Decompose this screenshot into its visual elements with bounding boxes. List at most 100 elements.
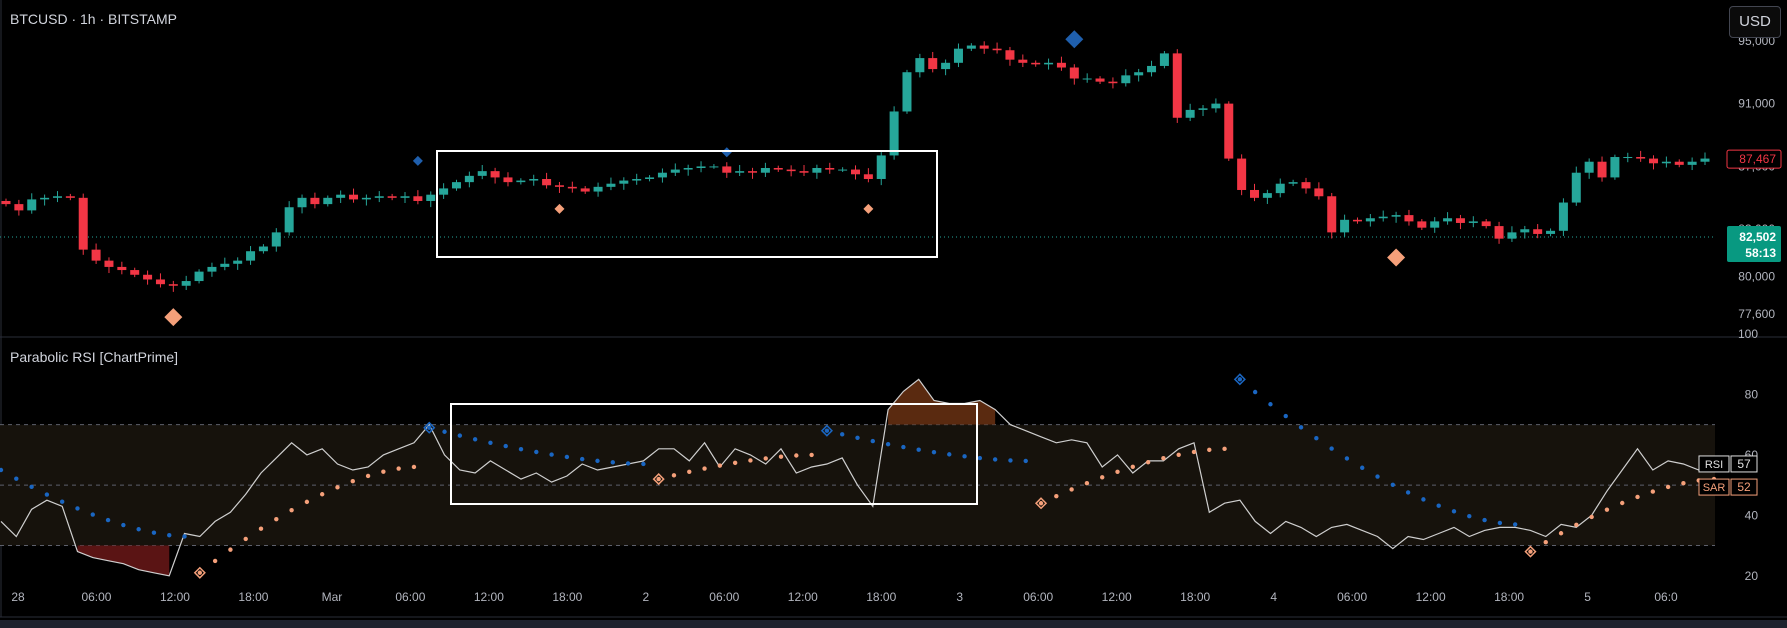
- sar-dot: [534, 449, 539, 455]
- sar-dot: [931, 449, 937, 455]
- time-tick-label: 5: [1584, 590, 1591, 604]
- sar-dot: [1574, 522, 1579, 528]
- rsi-tick-label: 40: [1745, 508, 1759, 522]
- series-name-tag: [1698, 455, 1730, 473]
- candle-body: [284, 207, 294, 233]
- indicator-title: Parabolic RSI [ChartPrime]: [10, 349, 179, 365]
- sar-dot: [136, 527, 141, 532]
- sar-dot: [381, 469, 386, 474]
- sar-dot: [75, 506, 80, 511]
- sar-dot: [1344, 456, 1350, 461]
- candle: [117, 261, 127, 275]
- candle: [271, 228, 281, 252]
- candle-body: [606, 183, 616, 187]
- candle: [1056, 56, 1066, 71]
- candle: [1571, 166, 1581, 206]
- candle: [464, 171, 474, 188]
- price-pane[interactable]: [0, 30, 1715, 327]
- candle: [1649, 155, 1659, 170]
- candle-body: [1674, 161, 1684, 165]
- candle-body: [1262, 193, 1272, 198]
- sar-dot: [274, 516, 279, 522]
- sell-signal-marker: [1065, 30, 1084, 49]
- candle-body: [825, 168, 835, 170]
- sar-dot: [151, 530, 157, 535]
- sar-dot: [1436, 503, 1441, 508]
- candle: [979, 41, 989, 54]
- candle-body: [155, 279, 165, 285]
- candle: [194, 269, 204, 284]
- time-tick-label: 3: [956, 590, 963, 604]
- candle: [863, 168, 873, 183]
- sar-dot: [365, 473, 371, 479]
- time-tick-label: 06:0: [1654, 590, 1678, 604]
- candle: [1134, 68, 1144, 82]
- candle: [1172, 49, 1182, 123]
- sar-dot: [916, 447, 921, 452]
- candle: [1365, 214, 1375, 227]
- sar-dot: [564, 454, 570, 460]
- currency-button[interactable]: USD: [1729, 6, 1781, 38]
- candle: [1198, 105, 1208, 117]
- candle: [1262, 189, 1272, 204]
- candle-body: [40, 197, 50, 200]
- candle-body: [773, 168, 783, 170]
- candle: [1250, 183, 1260, 202]
- sar-dot: [748, 458, 753, 463]
- candle-body: [542, 178, 552, 186]
- candle-body: [1404, 215, 1414, 222]
- sell-rsi-signal-dot: [427, 426, 431, 430]
- candle-body: [812, 168, 822, 173]
- series-name-tag: [1698, 478, 1730, 496]
- time-tick-label: 28: [11, 590, 25, 604]
- candle: [760, 162, 770, 177]
- buy-rsi-signal-dot: [198, 571, 202, 575]
- candle: [735, 165, 745, 177]
- candle-body: [1275, 183, 1285, 194]
- candle-body: [78, 197, 88, 250]
- sar-dot: [901, 444, 906, 450]
- sar-dot: [442, 429, 447, 434]
- oversold-fill: [77, 545, 170, 576]
- candle-body: [1134, 72, 1144, 76]
- candle-body: [336, 194, 346, 198]
- candle: [851, 165, 860, 180]
- time-tick-label: 12:00: [474, 590, 504, 604]
- sar-dot: [1252, 389, 1258, 395]
- candle: [27, 193, 37, 214]
- candle: [413, 190, 423, 205]
- candle-body: [361, 197, 371, 200]
- candle: [181, 275, 191, 290]
- rsi-pane[interactable]: [0, 373, 1717, 579]
- candle: [606, 177, 616, 191]
- candle: [812, 164, 822, 179]
- bottom-scrollbar[interactable]: [0, 620, 1787, 628]
- candle: [1674, 159, 1684, 168]
- rsi-tick-label: 100: [1738, 327, 1758, 341]
- time-tick-label: 06:00: [395, 590, 425, 604]
- candle: [1481, 219, 1491, 229]
- candle-body: [1288, 182, 1298, 184]
- candle-body: [1301, 182, 1311, 189]
- candle-body: [1159, 53, 1169, 66]
- candle: [40, 194, 50, 206]
- sar-dot: [840, 432, 845, 437]
- sar-dot: [1191, 449, 1197, 455]
- candle: [567, 181, 577, 193]
- candle: [941, 59, 951, 76]
- candle-body: [863, 174, 873, 179]
- candle-body: [1031, 62, 1041, 65]
- time-tick-label: 18:00: [1494, 590, 1524, 604]
- sar-dot: [1161, 456, 1166, 461]
- candle: [349, 188, 359, 203]
- candle-body: [1121, 75, 1131, 84]
- candle-body: [374, 196, 384, 198]
- candle: [207, 262, 217, 277]
- candle-body: [760, 168, 770, 173]
- countdown-label: 58:13: [1745, 246, 1776, 260]
- candle: [748, 167, 758, 179]
- buy-signal-marker: [164, 308, 183, 327]
- candle-body: [426, 194, 436, 201]
- candle: [503, 172, 513, 187]
